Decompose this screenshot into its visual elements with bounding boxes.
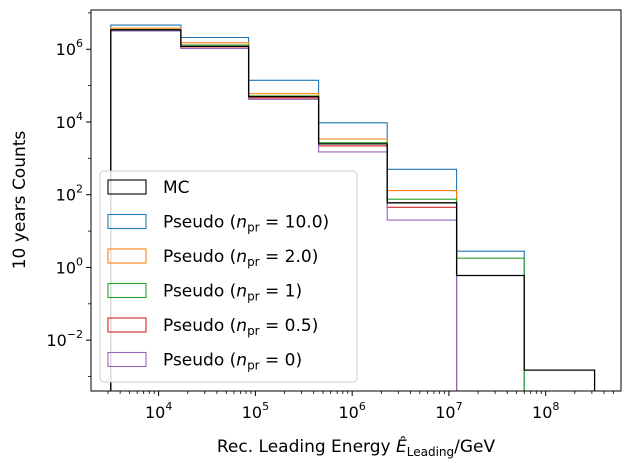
series-line-0 — [110, 29, 596, 391]
legend-swatch — [107, 213, 147, 230]
legend-label: Pseudo (npr = 2.0) — [163, 247, 318, 269]
y-tick-label: 104 — [56, 110, 83, 132]
plot-area-frame — [90, 9, 622, 392]
legend-label: Pseudo (npr = 1) — [163, 282, 302, 304]
x-tick-label: 104 — [145, 400, 172, 422]
y-tick-label: 102 — [56, 183, 83, 205]
legend-swatch — [107, 248, 147, 264]
legend: MC Pseudo (npr = 10.0) Pseudo (npr = 2.0) P… — [99, 170, 358, 383]
legend-label: MC — [163, 178, 190, 198]
legend-swatch — [107, 317, 147, 333]
legend-label: Pseudo (npr = 0) — [163, 351, 302, 373]
legend-label: Pseudo (npr = 10.0) — [163, 213, 329, 235]
x-tick-label: 108 — [532, 400, 559, 422]
x-tick-label: 105 — [242, 400, 269, 422]
y-tick-label: 100 — [56, 255, 83, 277]
legend-swatch — [107, 351, 147, 368]
x-axis-label: Rec. Leading Energy ÊLeading/GeV — [217, 435, 496, 459]
x-tick-label: 107 — [435, 400, 462, 422]
legend-swatch — [107, 282, 147, 299]
x-tick-label: 106 — [338, 400, 365, 422]
y-tick-label: 10−2 — [46, 328, 83, 350]
y-axis-label: 10 years Counts — [10, 131, 30, 270]
legend-swatch — [107, 179, 147, 195]
legend-label: Pseudo (npr = 0.5) — [163, 316, 318, 338]
legend-frame — [99, 170, 358, 383]
y-tick-label: 106 — [56, 37, 83, 59]
